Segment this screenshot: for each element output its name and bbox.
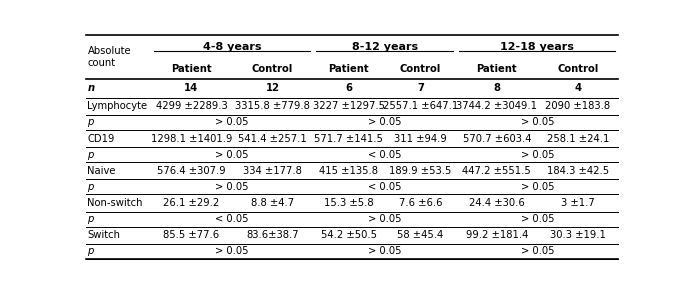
Text: 8-12 years: 8-12 years: [352, 42, 418, 52]
Text: 258.1 ±24.1: 258.1 ±24.1: [547, 134, 609, 143]
Text: 85.5 ±77.6: 85.5 ±77.6: [164, 230, 219, 240]
Text: 2557.1 ±647.1: 2557.1 ±647.1: [383, 101, 458, 111]
Text: Non-switch: Non-switch: [87, 198, 143, 208]
Text: > 0.05: > 0.05: [521, 117, 554, 127]
Text: 415 ±135.8: 415 ±135.8: [319, 166, 379, 176]
Text: < 0.05: < 0.05: [215, 214, 249, 224]
Text: 30.3 ±19.1: 30.3 ±19.1: [550, 230, 606, 240]
Text: CD19: CD19: [87, 134, 115, 143]
Text: 3315.8 ±779.8: 3315.8 ±779.8: [235, 101, 310, 111]
Text: Control: Control: [252, 64, 293, 74]
Text: Lymphocyte: Lymphocyte: [87, 101, 148, 111]
Text: p: p: [87, 150, 94, 160]
Text: > 0.05: > 0.05: [521, 214, 554, 224]
Text: > 0.05: > 0.05: [215, 182, 249, 192]
Text: 541.4 ±257.1: 541.4 ±257.1: [238, 134, 307, 143]
Text: Switch: Switch: [87, 230, 120, 240]
Text: 3744.2 ±3049.1: 3744.2 ±3049.1: [456, 101, 537, 111]
Text: 184.3 ±42.5: 184.3 ±42.5: [547, 166, 609, 176]
Text: 12-18 years: 12-18 years: [500, 42, 574, 52]
Text: 83.6±38.7: 83.6±38.7: [246, 230, 299, 240]
Text: Control: Control: [400, 64, 441, 74]
Text: 1298.1 ±1401.9: 1298.1 ±1401.9: [150, 134, 232, 143]
Text: 12: 12: [265, 83, 280, 93]
Text: 576.4 ±307.9: 576.4 ±307.9: [157, 166, 226, 176]
Text: 4: 4: [574, 83, 581, 93]
Text: > 0.05: > 0.05: [521, 150, 554, 160]
Text: Absolute
count: Absolute count: [87, 46, 131, 68]
Text: 7: 7: [417, 83, 424, 93]
Text: 2090 ±183.8: 2090 ±183.8: [545, 101, 610, 111]
Text: > 0.05: > 0.05: [215, 150, 249, 160]
Text: 24.4 ±30.6: 24.4 ±30.6: [469, 198, 525, 208]
Text: 6: 6: [346, 83, 352, 93]
Text: > 0.05: > 0.05: [215, 246, 249, 256]
Text: 4-8 years: 4-8 years: [203, 42, 261, 52]
Text: Control: Control: [557, 64, 598, 74]
Text: Patient: Patient: [171, 64, 212, 74]
Text: > 0.05: > 0.05: [215, 117, 249, 127]
Text: < 0.05: < 0.05: [368, 150, 401, 160]
Text: 54.2 ±50.5: 54.2 ±50.5: [321, 230, 376, 240]
Text: > 0.05: > 0.05: [368, 214, 401, 224]
Text: 99.2 ±181.4: 99.2 ±181.4: [466, 230, 528, 240]
Text: > 0.05: > 0.05: [368, 117, 401, 127]
Text: 3 ±1.7: 3 ±1.7: [561, 198, 595, 208]
Text: p: p: [87, 182, 94, 192]
Text: 311 ±94.9: 311 ±94.9: [394, 134, 447, 143]
Text: n: n: [87, 83, 95, 93]
Text: Naive: Naive: [87, 166, 116, 176]
Text: 4299 ±2289.3: 4299 ±2289.3: [155, 101, 227, 111]
Text: > 0.05: > 0.05: [521, 246, 554, 256]
Text: > 0.05: > 0.05: [368, 246, 401, 256]
Text: Patient: Patient: [328, 64, 369, 74]
Text: < 0.05: < 0.05: [368, 182, 401, 192]
Text: > 0.05: > 0.05: [521, 182, 554, 192]
Text: 8: 8: [493, 83, 500, 93]
Text: Patient: Patient: [477, 64, 517, 74]
Text: 14: 14: [184, 83, 199, 93]
Text: 15.3 ±5.8: 15.3 ±5.8: [324, 198, 374, 208]
Text: 26.1 ±29.2: 26.1 ±29.2: [164, 198, 220, 208]
Text: 571.7 ±141.5: 571.7 ±141.5: [315, 134, 383, 143]
Text: p: p: [87, 117, 94, 127]
Text: 58 ±45.4: 58 ±45.4: [397, 230, 444, 240]
Text: 334 ±177.8: 334 ±177.8: [243, 166, 302, 176]
Text: 3227 ±1297.5: 3227 ±1297.5: [313, 101, 385, 111]
Text: 189.9 ±53.5: 189.9 ±53.5: [390, 166, 451, 176]
Text: 8.8 ±4.7: 8.8 ±4.7: [251, 198, 294, 208]
Text: 570.7 ±603.4: 570.7 ±603.4: [462, 134, 531, 143]
Text: p: p: [87, 246, 94, 256]
Text: 7.6 ±6.6: 7.6 ±6.6: [398, 198, 442, 208]
Text: 447.2 ±551.5: 447.2 ±551.5: [462, 166, 531, 176]
Text: p: p: [87, 214, 94, 224]
